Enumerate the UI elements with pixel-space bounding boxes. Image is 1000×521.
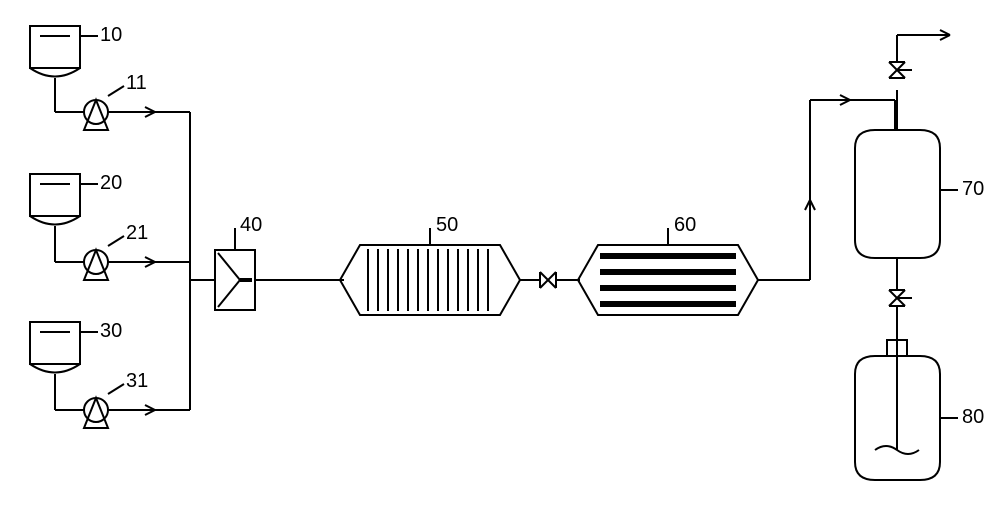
label-80: 80 [962, 406, 984, 429]
valve-50-60 [520, 272, 580, 288]
pump-21 [55, 250, 155, 280]
valve-top-70 [889, 30, 950, 78]
label-50: 50 [436, 214, 458, 237]
process-flow-diagram: 10 11 20 21 30 31 40 50 60 70 80 [0, 0, 1000, 516]
label-60: 60 [674, 214, 696, 237]
label-20: 20 [100, 172, 122, 195]
label-10: 10 [100, 24, 122, 47]
line-60-to-70 [758, 95, 895, 280]
label-70: 70 [962, 178, 984, 201]
vessel-80 [855, 340, 940, 480]
label-30: 30 [100, 320, 122, 343]
pump-31 [55, 398, 155, 428]
tank-10 [30, 26, 80, 112]
label-11: 11 [126, 72, 147, 95]
pump-11 [55, 100, 155, 130]
tank-20 [30, 174, 80, 262]
valve-70-80 [889, 258, 912, 356]
reactor-50 [340, 245, 520, 315]
label-31: 31 [126, 370, 148, 393]
label-40: 40 [240, 214, 262, 237]
tank-30 [30, 322, 80, 410]
vessel-70 [855, 90, 940, 258]
label-21: 21 [126, 222, 148, 245]
diagram-svg [0, 0, 1000, 516]
reactor-60 [578, 245, 758, 315]
mixer-40 [190, 250, 255, 310]
